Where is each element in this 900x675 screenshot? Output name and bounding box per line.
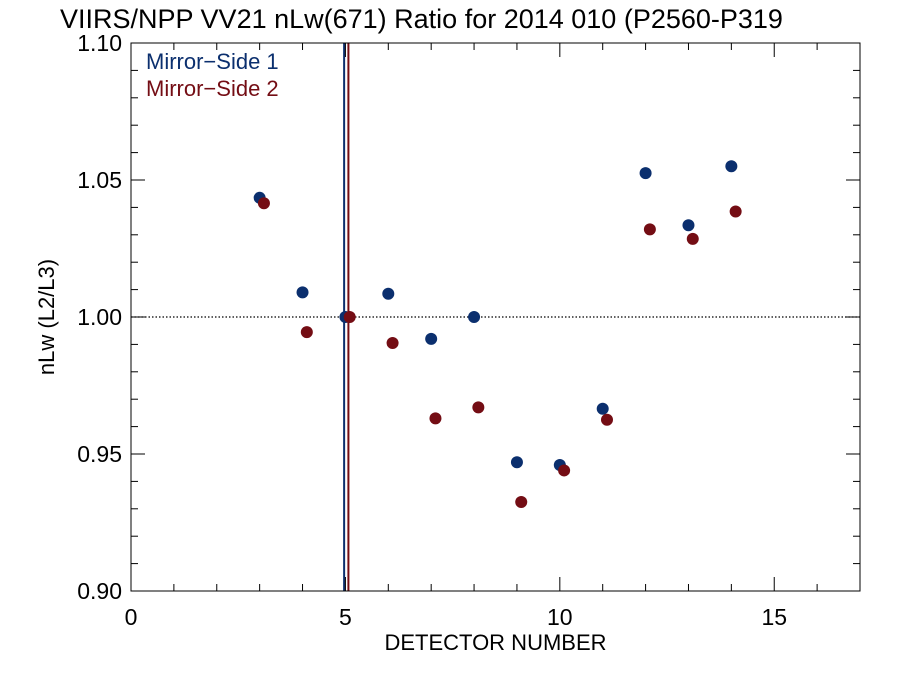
series-1-point — [425, 332, 438, 345]
series-1-point — [639, 167, 652, 180]
y-tick-label: 0.90 — [77, 578, 122, 604]
x-tick-label: 0 — [125, 604, 138, 630]
series-1-point — [296, 286, 309, 299]
series-2-point — [515, 495, 528, 508]
legend: Mirror−Side 1 Mirror−Side 2 — [146, 49, 279, 101]
y-tick-label: 0.95 — [77, 441, 122, 467]
x-tick-label: 15 — [761, 604, 787, 630]
y-tick-label: 1.10 — [77, 30, 122, 56]
series-2-point — [729, 205, 742, 218]
x-tick-label: 10 — [547, 604, 573, 630]
series-1-point — [682, 219, 695, 232]
series-2-point — [558, 464, 571, 477]
series-2-point — [300, 326, 313, 339]
series-2-point — [343, 311, 356, 323]
y-axis-title: nLw (L2/L3) — [34, 259, 59, 375]
series-1-point — [596, 402, 609, 415]
x-axis-title: DETECTOR NUMBER — [384, 630, 606, 655]
legend-entry-mirror-side-2: Mirror−Side 2 — [146, 76, 279, 101]
series-1-point — [725, 160, 738, 173]
series-1-point — [468, 311, 481, 323]
series-2-point — [600, 413, 613, 426]
y-tick-label: 1.05 — [77, 167, 122, 193]
x-tick-label: 5 — [339, 604, 352, 630]
series-2-point — [643, 223, 656, 236]
series-2-point — [472, 401, 485, 414]
series-2-point — [429, 412, 442, 425]
series-2-point — [686, 232, 699, 245]
plot-area-frame — [130, 42, 861, 592]
series-1-point — [382, 287, 395, 300]
series-2-point — [386, 337, 399, 350]
chart-title: VIIRS/NPP VV21 nLw(671) Ratio for 2014 0… — [60, 4, 783, 34]
series-1-point — [510, 456, 523, 469]
y-tick-label: 1.00 — [77, 304, 122, 330]
series-2-point — [257, 197, 270, 210]
legend-entry-mirror-side-1: Mirror−Side 1 — [146, 49, 279, 74]
